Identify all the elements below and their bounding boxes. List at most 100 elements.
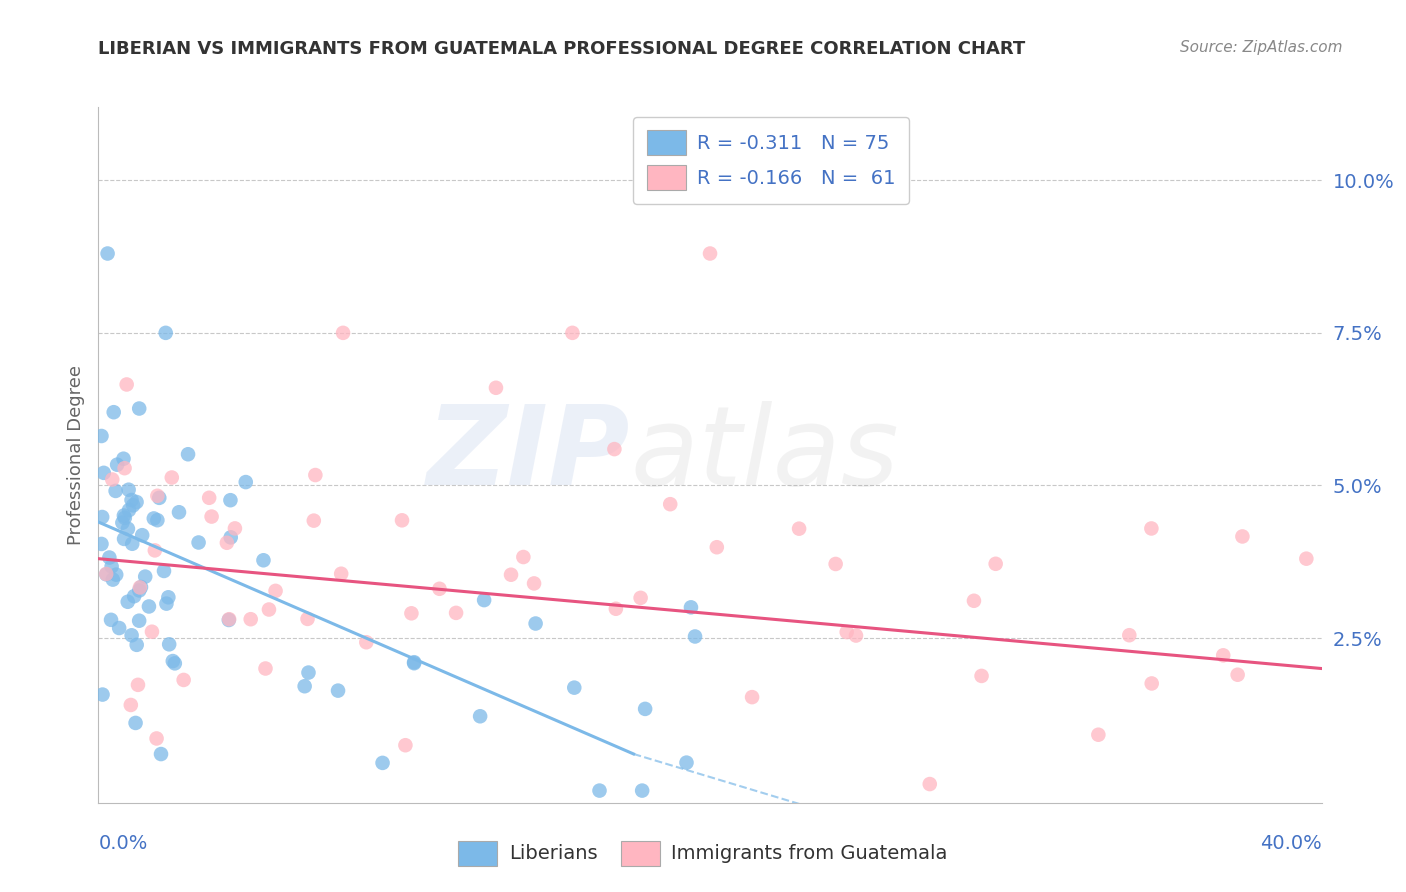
Point [167, 505, 190, 519]
Point [112, 508, 135, 523]
Point [1226, 667, 1249, 681]
Point [128, 583, 150, 598]
Text: atlas: atlas [630, 401, 900, 508]
Point [588, 783, 610, 797]
Point [630, 591, 652, 605]
Point [128, 401, 150, 416]
Point [523, 576, 546, 591]
Point [129, 580, 152, 594]
Point [683, 630, 706, 644]
Point [157, 591, 180, 605]
Point [512, 549, 534, 564]
Point [404, 657, 426, 671]
Point [142, 511, 165, 525]
Point [143, 543, 166, 558]
Point [93, 466, 115, 480]
Point [141, 624, 163, 639]
Point [100, 613, 122, 627]
Point [326, 683, 349, 698]
Point [128, 614, 150, 628]
Point [675, 756, 697, 770]
Point [741, 690, 763, 705]
Point [524, 616, 547, 631]
Point [124, 715, 146, 730]
Point [1232, 529, 1254, 543]
Point [98, 550, 121, 565]
Point [122, 499, 145, 513]
Point [444, 606, 467, 620]
Point [115, 377, 138, 392]
Point [371, 756, 394, 770]
Point [429, 582, 451, 596]
Point [121, 537, 143, 551]
Text: 40.0%: 40.0% [1260, 834, 1322, 853]
Point [96, 566, 118, 581]
Point [112, 532, 135, 546]
Point [219, 493, 242, 508]
Point [121, 493, 143, 508]
Legend: R = -0.311   N = 75, R = -0.166   N =  61: R = -0.311 N = 75, R = -0.166 N = 61 [633, 117, 910, 203]
Point [239, 612, 262, 626]
Point [297, 612, 319, 626]
Point [659, 497, 682, 511]
Point [1295, 551, 1317, 566]
Point [163, 657, 186, 671]
Point [157, 637, 180, 651]
Point [114, 461, 136, 475]
Text: LIBERIAN VS IMMIGRANTS FROM GUATEMALA PROFESSIONAL DEGREE CORRELATION CHART: LIBERIAN VS IMMIGRANTS FROM GUATEMALA PR… [98, 40, 1025, 58]
Point [117, 595, 139, 609]
Point [1140, 676, 1163, 690]
Point [146, 489, 169, 503]
Point [499, 567, 522, 582]
Point [787, 522, 810, 536]
Point [963, 594, 986, 608]
Point [122, 589, 145, 603]
Point [252, 553, 274, 567]
Point [101, 473, 124, 487]
Point [332, 326, 354, 340]
Point [138, 599, 160, 614]
Point [177, 447, 200, 461]
Point [105, 458, 128, 472]
Point [120, 698, 142, 712]
Point [679, 600, 702, 615]
Point [257, 602, 280, 616]
Y-axis label: Professional Degree: Professional Degree [66, 365, 84, 545]
Point [173, 673, 195, 687]
Point [118, 503, 141, 517]
Point [117, 483, 139, 497]
Point [103, 405, 125, 419]
Point [104, 483, 127, 498]
Point [215, 535, 238, 549]
Point [160, 470, 183, 484]
Point [918, 777, 941, 791]
Point [91, 510, 114, 524]
Point [108, 621, 131, 635]
Point [153, 564, 176, 578]
Point [200, 509, 222, 524]
Point [631, 783, 654, 797]
Point [129, 581, 152, 595]
Point [394, 738, 416, 752]
Point [125, 495, 148, 509]
Point [297, 665, 319, 680]
Point [148, 491, 170, 505]
Point [219, 530, 242, 544]
Point [1118, 628, 1140, 642]
Point [145, 731, 167, 746]
Point [1212, 648, 1234, 663]
Point [356, 635, 378, 649]
Point [824, 557, 846, 571]
Point [699, 246, 721, 260]
Point [1087, 728, 1109, 742]
Point [117, 522, 139, 536]
Legend: Liberians, Immigrants from Guatemala: Liberians, Immigrants from Guatemala [450, 833, 956, 873]
Point [603, 442, 626, 456]
Point [218, 613, 240, 627]
Point [562, 681, 585, 695]
Point [131, 528, 153, 542]
Point [90, 537, 112, 551]
Point [100, 559, 122, 574]
Point [114, 511, 136, 525]
Point [304, 468, 326, 483]
